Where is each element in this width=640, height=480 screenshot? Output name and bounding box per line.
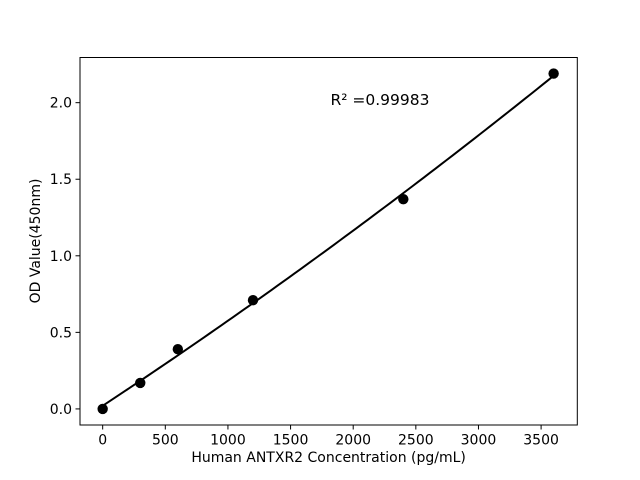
x-tick-label: 3500 <box>523 433 559 449</box>
data-point <box>172 344 184 355</box>
data-point <box>135 377 146 389</box>
data-point <box>97 403 108 415</box>
y-axis-ticks: 0.0 0.5 1.0 1.5 2.0 <box>50 96 80 418</box>
data-point <box>548 68 559 79</box>
x-tick-label: 2000 <box>335 433 371 449</box>
x-tick-label: 0 <box>98 433 107 449</box>
y-tick-label: 1.0 <box>50 249 72 265</box>
y-tick-label: 1.5 <box>50 172 72 188</box>
x-axis-label: Human ANTXR2 Concentration (pg/mL) <box>191 450 466 466</box>
data-point <box>398 193 409 205</box>
plot-border <box>79 57 578 426</box>
y-tick-label: 0.5 <box>50 325 72 341</box>
x-tick-label: 500 <box>152 433 179 449</box>
x-tick-label: 1500 <box>273 433 309 449</box>
y-tick-label: 2.0 <box>50 96 72 112</box>
r-squared-annotation: R² =0.99983 <box>331 91 430 109</box>
fitted-curve <box>102 75 555 407</box>
y-tick-label: 0.0 <box>50 402 72 418</box>
x-axis-ticks: 0 500 1000 1500 2000 2500 3000 3500 <box>98 425 559 449</box>
x-tick-label: 2500 <box>398 433 434 449</box>
y-axis-label: OD Value(450nm) <box>28 179 44 304</box>
x-tick-label: 1000 <box>210 433 246 449</box>
data-point <box>247 295 259 306</box>
x-tick-label: 3000 <box>461 433 497 449</box>
data-points <box>97 68 559 415</box>
